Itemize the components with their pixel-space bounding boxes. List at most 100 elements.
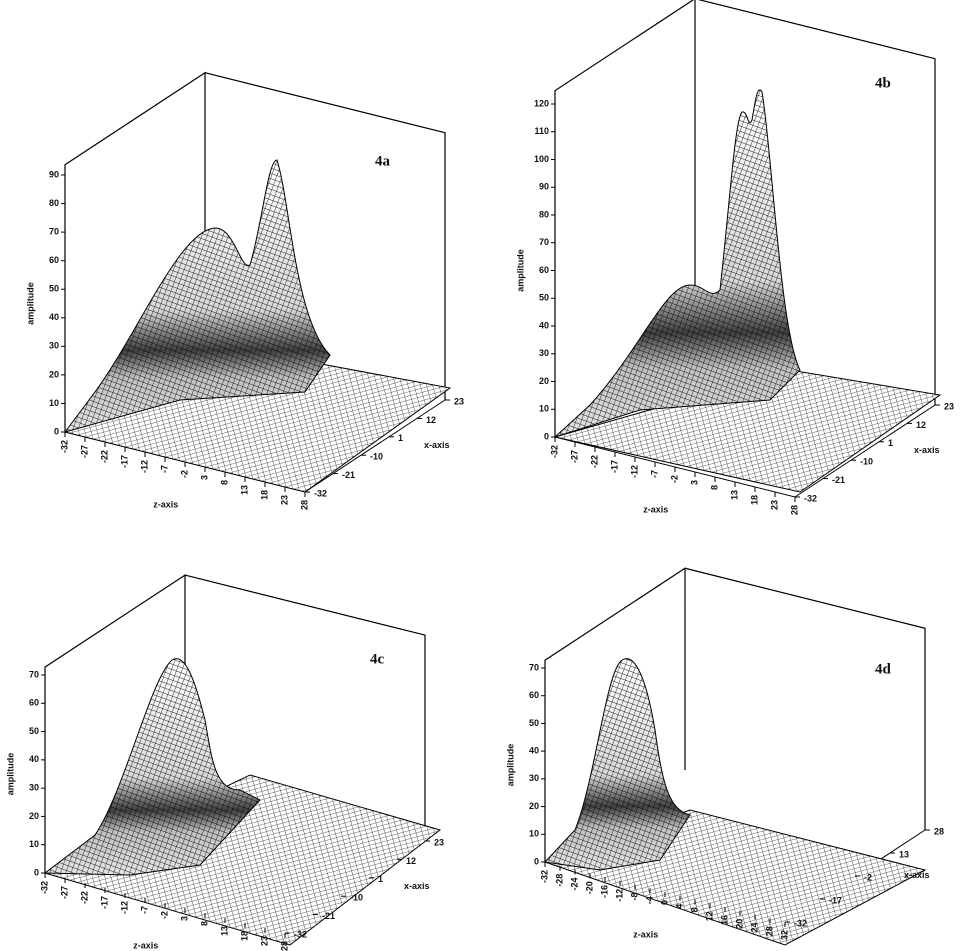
wall xyxy=(697,0,936,405)
x-tick-label: -21 xyxy=(342,470,355,480)
z-tick-label: 8 xyxy=(709,485,719,490)
z-tick-label: -32 xyxy=(59,440,69,453)
z-tick-label: -27 xyxy=(79,445,89,458)
x-tick-label: -21 xyxy=(322,911,335,921)
z-tick-label: 13 xyxy=(239,485,249,495)
y-tick-label: 30 xyxy=(29,783,39,793)
y-tick-label: 40 xyxy=(49,312,59,322)
x-tick-label: 12 xyxy=(406,856,416,866)
y-tick-label: 10 xyxy=(539,404,549,414)
x-tick-label: 1 xyxy=(888,438,893,448)
z-tick-label: -2 xyxy=(179,470,189,478)
z-tick-label: -7 xyxy=(649,470,659,478)
y-tick-label: 50 xyxy=(29,726,39,736)
y-tick-label: 10 xyxy=(29,839,39,849)
y-axis-title: amplitude xyxy=(25,282,35,325)
panel-label: 4c xyxy=(370,651,385,667)
x-axis-title: x-axis xyxy=(404,881,430,891)
x-axis-title: x-axis xyxy=(914,445,940,455)
z-tick-label: -8 xyxy=(629,893,639,901)
z-tick-label: -4 xyxy=(644,896,654,904)
y-tick-label: 50 xyxy=(49,284,59,294)
x-tick-label: -10 xyxy=(370,452,383,462)
y-tick-label: 0 xyxy=(34,867,39,877)
z-tick-label: -22 xyxy=(79,891,89,904)
z-tick-label: -22 xyxy=(589,455,599,468)
z-tick-label: 12 xyxy=(704,911,714,921)
y-tick-label: 60 xyxy=(529,690,539,700)
y-tick-label: 0 xyxy=(544,431,549,441)
y-axis-title: amplitude xyxy=(505,744,515,787)
y-tick-label: 50 xyxy=(539,293,549,303)
z-tick-label: 3 xyxy=(689,480,699,485)
z-axis-title: z-axis xyxy=(643,505,668,515)
z-tick-label: -12 xyxy=(139,460,149,473)
z-tick-label: 16 xyxy=(719,915,729,925)
z-tick-label: -17 xyxy=(99,896,109,909)
z-tick-label: -17 xyxy=(119,455,129,468)
z-tick-label: -7 xyxy=(159,465,169,473)
x-tick-label: 23 xyxy=(454,396,464,406)
y-tick-label: 70 xyxy=(539,237,549,247)
z-tick-label: -2 xyxy=(159,911,169,919)
z-tick-label: -32 xyxy=(39,881,49,894)
y-tick-label: 40 xyxy=(539,320,549,330)
z-tick-label: 28 xyxy=(299,500,309,510)
z-tick-label: -28 xyxy=(554,874,564,887)
surface-band xyxy=(545,658,690,870)
y-tick-label: 100 xyxy=(534,154,549,164)
panel-label: 4a xyxy=(375,153,391,169)
z-tick-label: -27 xyxy=(59,886,69,899)
x-tick-label: -10 xyxy=(860,457,873,467)
y-tick-label: 90 xyxy=(539,182,549,192)
z-tick-label: -17 xyxy=(609,460,619,473)
y-tick-label: 30 xyxy=(49,341,59,351)
z-tick-label: -32 xyxy=(539,870,549,883)
z-tick-label: -12 xyxy=(614,889,624,902)
wall xyxy=(184,574,426,841)
wall xyxy=(684,567,926,830)
z-axis-title: z-axis xyxy=(633,930,658,940)
x-tick-label: 13 xyxy=(899,849,909,859)
z-tick-label: 24 xyxy=(749,923,759,933)
z-tick-label: 28 xyxy=(279,941,289,951)
z-tick-label: 0 xyxy=(659,900,669,905)
x-tick-label: -2 xyxy=(864,872,872,882)
y-tick-label: 10 xyxy=(49,398,59,408)
z-tick-label: -12 xyxy=(119,901,129,914)
z-tick-label: 23 xyxy=(279,495,289,505)
panel-label: 4d xyxy=(875,661,892,677)
y-tick-label: 10 xyxy=(529,829,539,839)
y-tick-label: 30 xyxy=(539,348,549,358)
z-tick-label: -12 xyxy=(629,465,639,478)
y-tick-label: 110 xyxy=(534,126,549,136)
x-tick-label: -32 xyxy=(794,918,807,928)
surface-band xyxy=(555,89,800,437)
z-tick-label: -24 xyxy=(569,878,579,891)
y-tick-label: 60 xyxy=(49,255,59,265)
x-tick-label: 28 xyxy=(934,826,944,836)
z-tick-label: 8 xyxy=(219,480,229,485)
x-tick-label: -21 xyxy=(832,475,845,485)
z-tick-label: -32 xyxy=(549,445,559,458)
z-tick-label: -2 xyxy=(669,475,679,483)
z-tick-label: 18 xyxy=(239,931,249,941)
panel-label: 4b xyxy=(875,75,891,91)
y-tick-label: 40 xyxy=(29,754,39,764)
x-tick-label: -17 xyxy=(829,895,842,905)
z-tick-label: 8 xyxy=(689,908,699,913)
y-tick-label: 60 xyxy=(29,698,39,708)
y-tick-label: 120 xyxy=(534,98,549,108)
z-axis-title: z-axis xyxy=(133,941,158,951)
y-tick-label: 70 xyxy=(49,226,59,236)
z-tick-label: 28 xyxy=(764,926,774,936)
z-tick-label: -16 xyxy=(599,885,609,898)
y-tick-label: 0 xyxy=(54,426,59,436)
x-tick-label: 1 xyxy=(378,874,383,884)
x-axis-title: x-axis xyxy=(424,440,450,450)
x-tick-label: 23 xyxy=(944,401,954,411)
y-tick-label: 40 xyxy=(529,746,539,756)
z-tick-label: 8 xyxy=(199,921,209,926)
